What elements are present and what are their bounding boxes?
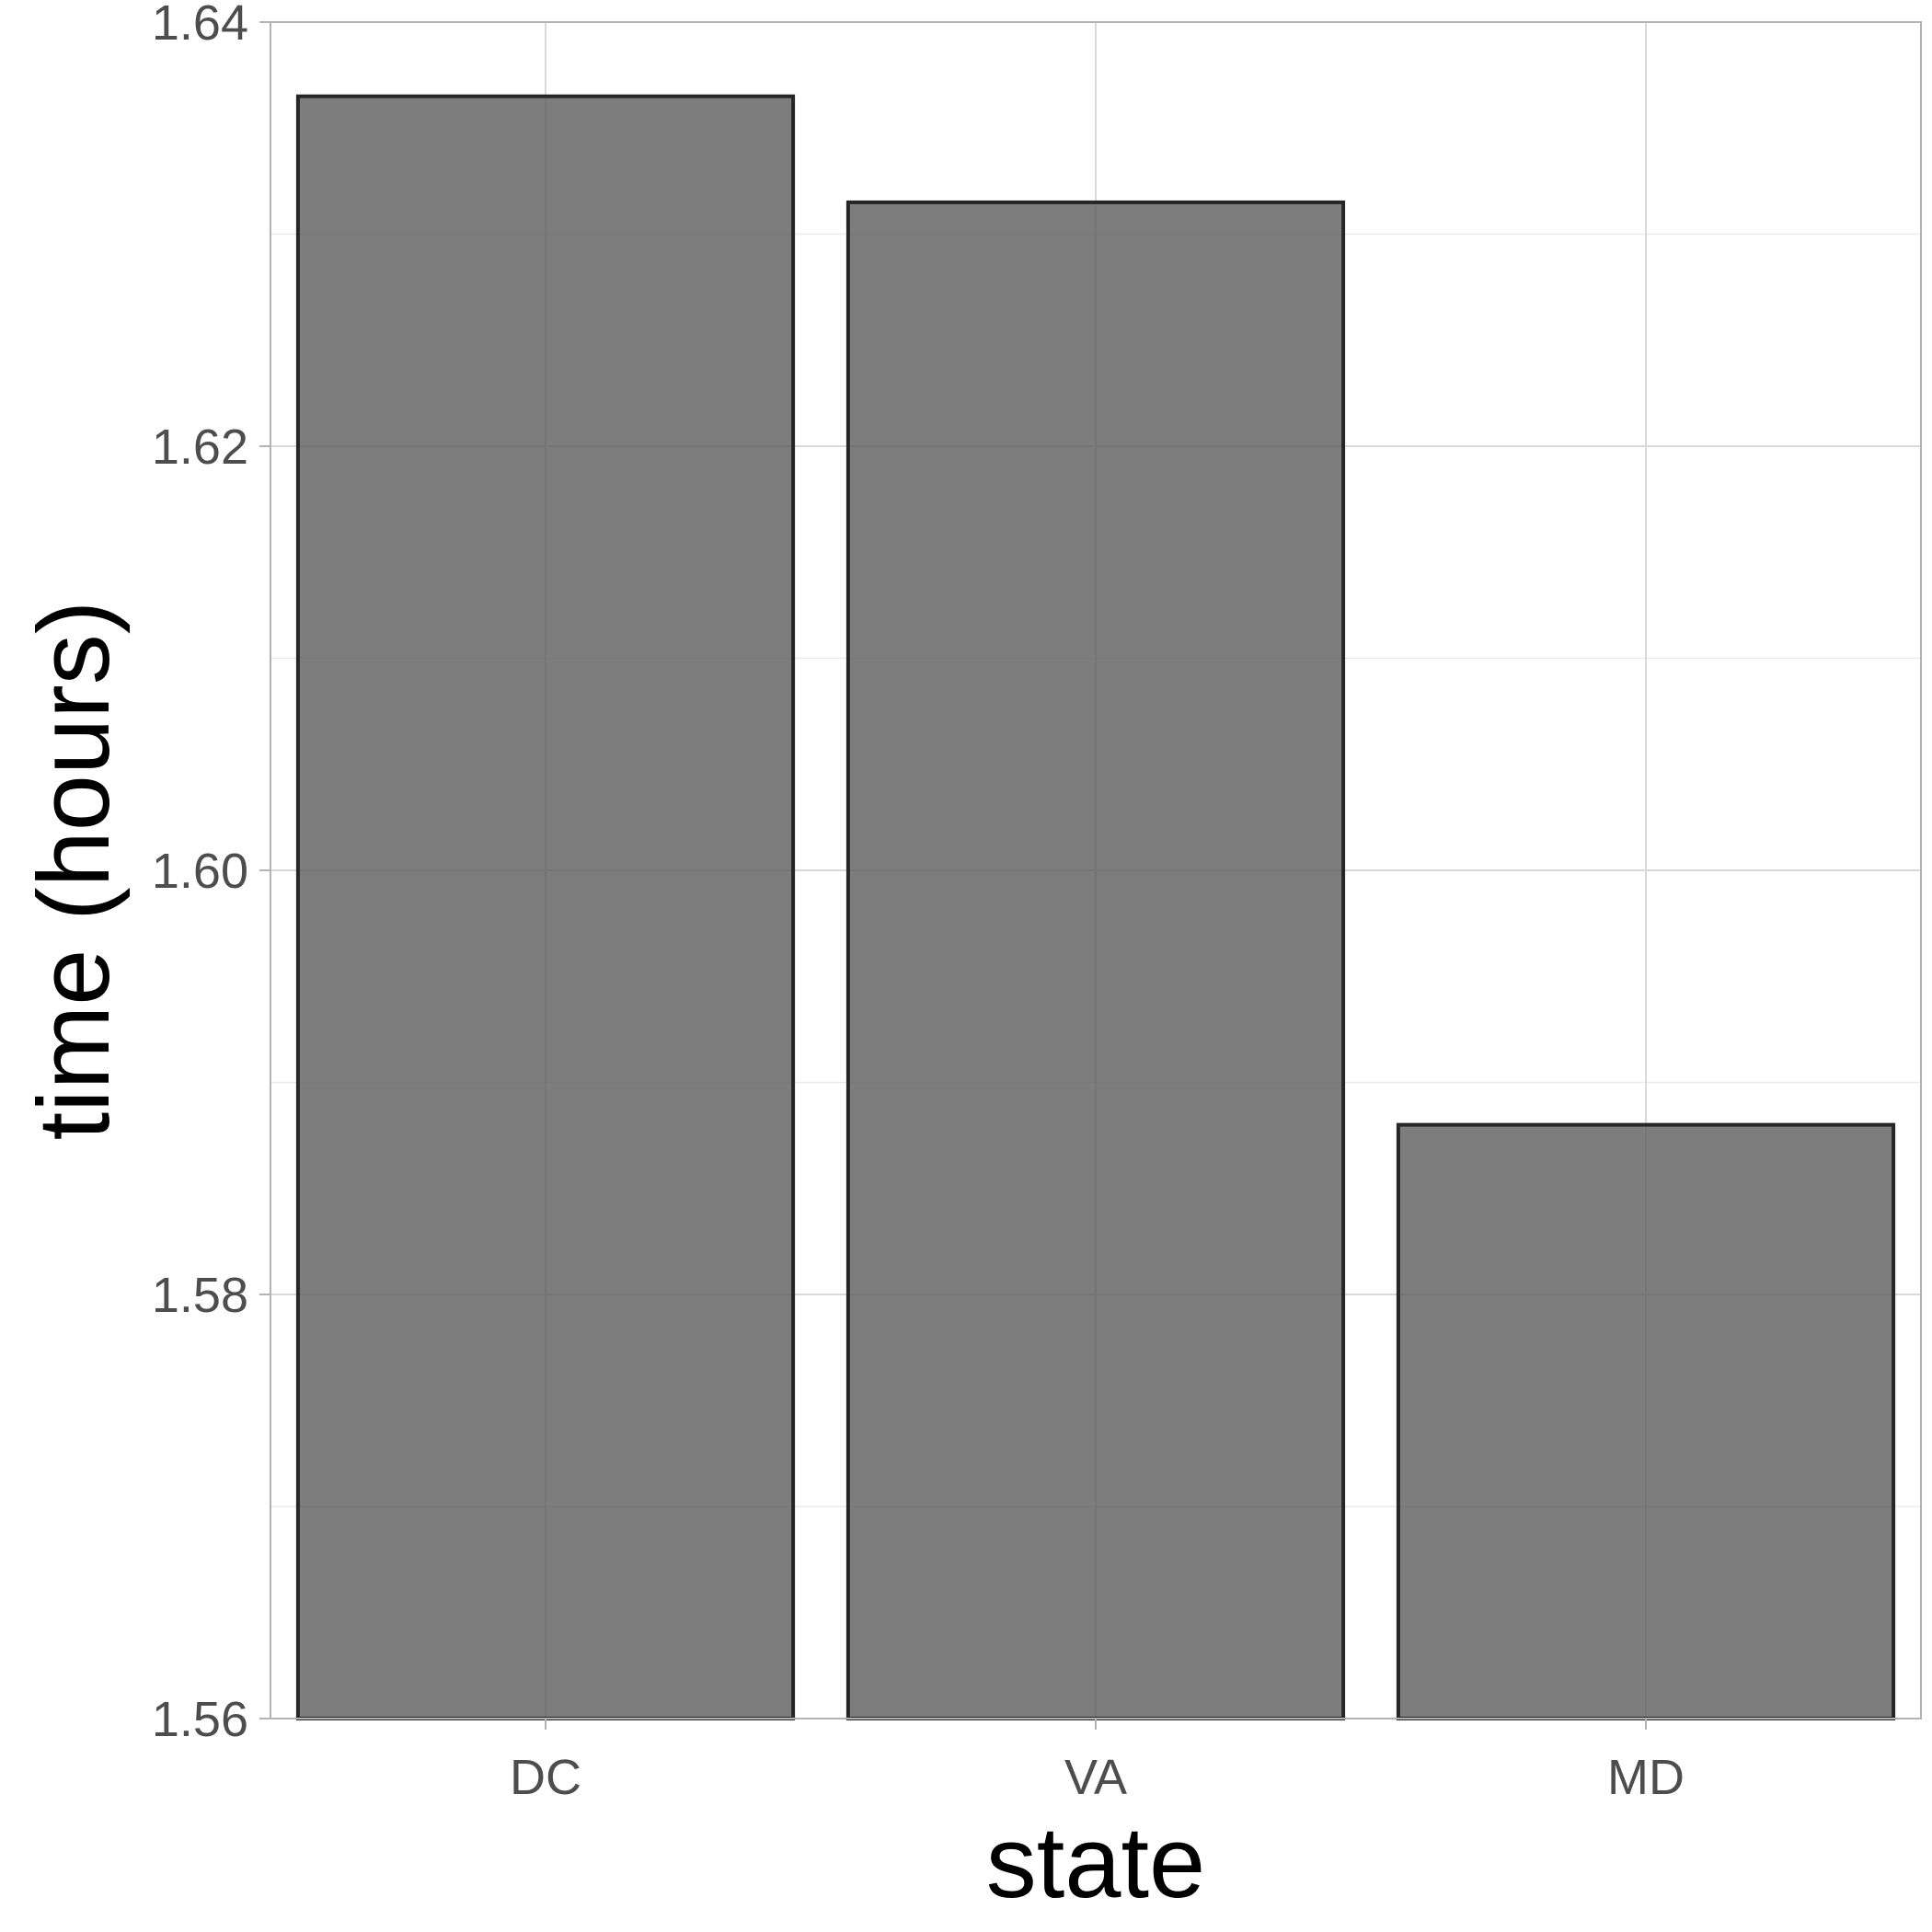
- x-tick-label: DC: [510, 1750, 581, 1805]
- y-tick-labels: 1.56 1.58 1.60 1.62 1.64: [152, 0, 248, 1747]
- y-axis-title: time (hours): [17, 601, 131, 1141]
- bar-va: [845, 200, 1346, 1720]
- bars: [295, 94, 1896, 1720]
- y-tick-label: 1.62: [152, 420, 248, 475]
- y-tick-label: 1.64: [152, 0, 248, 51]
- axis-ticks: [259, 21, 1647, 1730]
- bar-dc: [295, 94, 796, 1720]
- bar-md: [1396, 1122, 1896, 1720]
- y-tick-label: 1.58: [152, 1268, 248, 1323]
- x-tick-label: VA: [1064, 1750, 1127, 1805]
- y-tick-label: 1.56: [152, 1692, 248, 1747]
- y-tick-label: 1.60: [152, 844, 248, 899]
- x-tick-label: MD: [1607, 1750, 1685, 1805]
- x-tick-labels: DC VA MD: [510, 1750, 1685, 1805]
- x-axis-title: state: [986, 1806, 1205, 1919]
